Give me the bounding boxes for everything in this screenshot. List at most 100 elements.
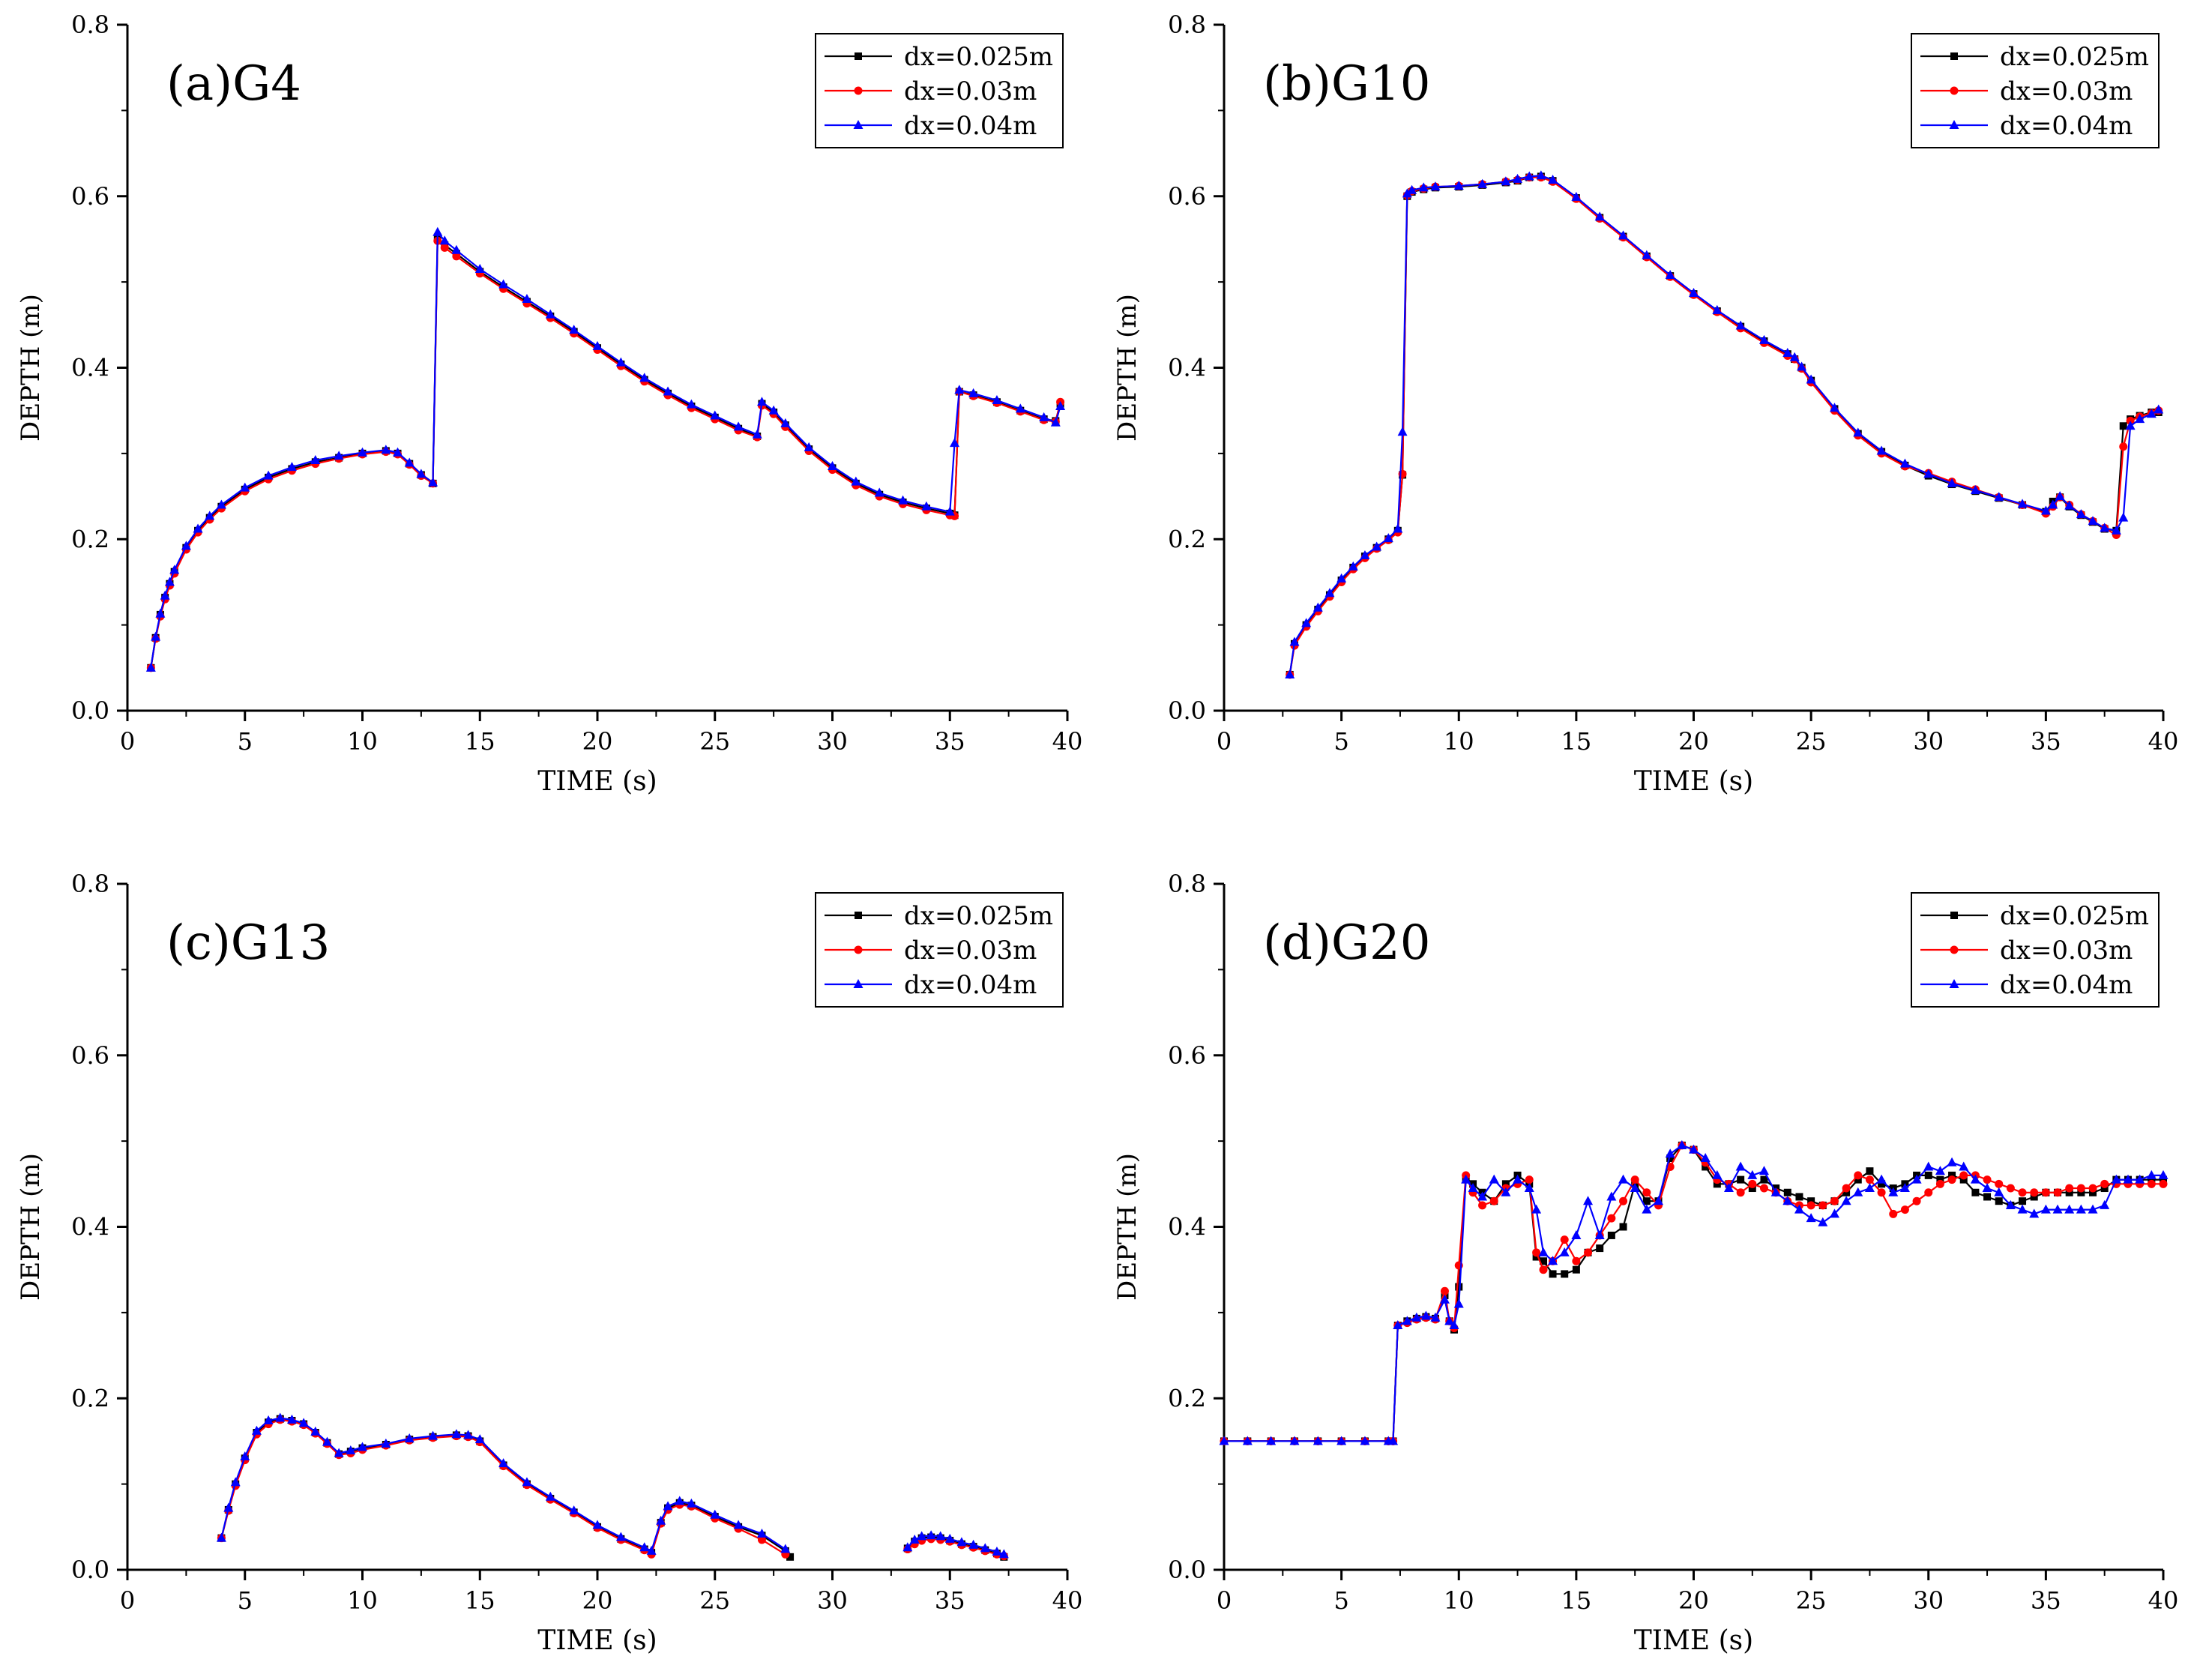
data-point — [298, 1418, 309, 1427]
panels: 0 5 10 15 20 25 30 35 40 0.0 0.2 0.4 0.6 0.8 TIME (s) D… — [16, 10, 2178, 1656]
data-point — [1666, 1154, 1675, 1162]
data-point — [1444, 1316, 1455, 1325]
data-point — [1994, 1187, 2004, 1196]
data-point — [1242, 1436, 1253, 1445]
legend-label: dx=0.03m — [904, 76, 1037, 106]
data-point — [2119, 442, 2128, 451]
data-point — [1572, 1265, 1580, 1274]
data-point — [1983, 1175, 1992, 1184]
x-tick-label: 0 — [120, 727, 135, 756]
data-point — [1501, 176, 1511, 186]
data-point — [1583, 1196, 1594, 1205]
data-point — [1783, 1188, 1791, 1196]
data-point — [2088, 1184, 2097, 1193]
data-point — [151, 631, 161, 641]
data-point — [1015, 403, 1025, 413]
y-axis-label: DEPTH (m) — [16, 1153, 46, 1301]
data-point — [1899, 1183, 1910, 1193]
data-point — [1449, 1320, 1459, 1330]
data-point — [1393, 1320, 1403, 1330]
legend-marker — [1949, 979, 1959, 988]
x-tick-label: 30 — [1913, 727, 1944, 756]
data-point — [2017, 499, 2028, 508]
data-point — [2076, 1204, 2086, 1214]
x-tick-label: 10 — [347, 1586, 378, 1615]
data-point — [1982, 1183, 1992, 1193]
data-point — [2100, 1179, 2109, 1188]
data-point — [663, 1501, 673, 1511]
data-point — [251, 1425, 262, 1435]
x-tick-label: 15 — [1561, 1586, 1592, 1615]
data-point — [1677, 1139, 1687, 1149]
data-point — [1561, 1270, 1569, 1278]
x-tick-label: 20 — [582, 1586, 613, 1615]
data-point — [1539, 1265, 1548, 1274]
data-point — [1630, 1183, 1640, 1193]
data-point — [1854, 1175, 1862, 1184]
data-point — [639, 373, 650, 382]
data-point — [2148, 1175, 2156, 1184]
data-point — [193, 523, 203, 533]
data-point — [240, 482, 250, 492]
data-point — [1818, 1201, 1827, 1210]
data-point — [1453, 1298, 1464, 1308]
series-dx=0.04m — [145, 226, 1066, 672]
data-point — [1289, 1436, 1300, 1445]
legend-marker — [855, 52, 862, 60]
data-point — [1489, 1174, 1499, 1184]
data-point — [733, 421, 744, 431]
y-tick-label: 0.0 — [71, 1556, 109, 1584]
legend-label: dx=0.03m — [904, 936, 1037, 966]
data-point — [1532, 1248, 1541, 1257]
data-point — [452, 252, 461, 261]
x-tick-label: 5 — [238, 727, 253, 756]
data-point — [263, 470, 274, 480]
y-tick-label: 0.2 — [71, 1384, 109, 1412]
data-point — [230, 1477, 241, 1487]
data-point — [1899, 458, 1910, 468]
data-point — [686, 1498, 696, 1508]
data-point — [1700, 1153, 1711, 1162]
data-point — [1806, 1201, 1815, 1210]
data-point — [1923, 1161, 1934, 1171]
data-point — [1594, 1229, 1605, 1239]
data-point — [1430, 1312, 1441, 1322]
data-point — [1912, 1196, 1921, 1205]
data-point — [992, 1546, 1002, 1556]
data-point — [1948, 1171, 1956, 1179]
data-point — [1665, 269, 1675, 279]
data-point — [1866, 1167, 1874, 1175]
data-point — [1402, 1316, 1412, 1325]
legend: dx=0.025m dx=0.03m dx=0.04m — [815, 892, 1064, 1008]
data-point — [1336, 1436, 1347, 1445]
data-point — [954, 385, 965, 394]
data-point — [1513, 1174, 1523, 1184]
data-point — [1418, 182, 1429, 192]
data-point — [1559, 1247, 1570, 1256]
data-point — [381, 1438, 391, 1448]
data-point — [1782, 348, 1793, 358]
data-point — [2040, 505, 2051, 515]
data-point — [780, 1544, 791, 1553]
data-point — [1735, 1161, 1746, 1171]
data-point — [639, 1542, 650, 1552]
data-point — [1312, 602, 1323, 612]
data-point — [752, 429, 762, 439]
x-tick-label: 20 — [582, 727, 613, 756]
data-point — [155, 608, 166, 618]
legend-label: dx=0.04m — [2000, 970, 2133, 1000]
data-point — [1524, 1183, 1534, 1193]
legend-marker — [854, 86, 863, 95]
x-tick-label: 5 — [1333, 1586, 1348, 1615]
data-point — [1440, 1286, 1449, 1295]
data-point — [381, 445, 391, 454]
data-point — [1876, 1174, 1887, 1184]
data-point — [1748, 1184, 1756, 1193]
legend-marker — [854, 945, 863, 954]
data-point — [1829, 1208, 1839, 1218]
x-tick-label: 0 — [1217, 1586, 1232, 1615]
data-point — [1889, 1209, 1898, 1218]
data-point — [1607, 1214, 1616, 1223]
data-point — [334, 451, 344, 460]
